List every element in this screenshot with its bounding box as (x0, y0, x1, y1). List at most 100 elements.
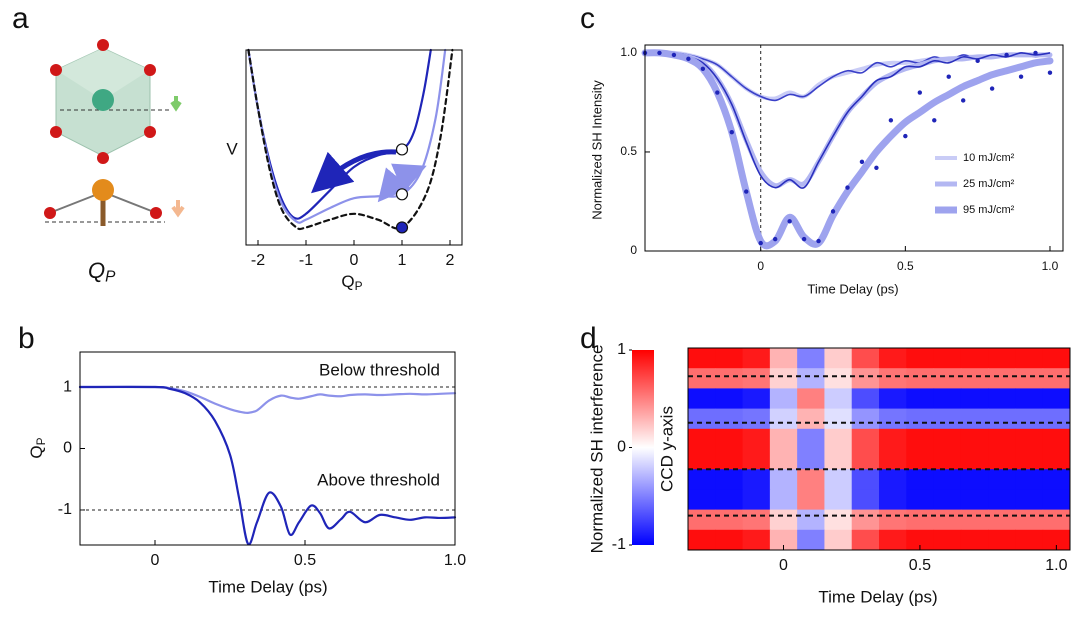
heatmap-cell (1015, 449, 1044, 470)
heatmap-cell (769, 388, 798, 410)
arrow (377, 163, 427, 203)
heatmap-cell (879, 509, 907, 531)
heatmap-cell (988, 489, 1016, 511)
heatmap-cell (988, 529, 1016, 551)
line-series (247, 48, 447, 224)
x-axis-label: Time Delay (ps) (807, 281, 898, 296)
heatmap-cell (851, 408, 880, 430)
heatmap-cell (1015, 509, 1044, 531)
heatmap-cell (824, 368, 853, 389)
heatmap-cell (769, 428, 798, 450)
heatmap-cell (769, 469, 798, 490)
panel-letter: d (580, 322, 597, 355)
y-axis-label-sub: P (34, 437, 48, 445)
heatmap-cell (906, 469, 935, 490)
heatmap-cell (933, 449, 962, 470)
heatmap-cell (688, 408, 716, 430)
heatmap-cell (879, 428, 907, 450)
heatmap-cell (1015, 469, 1044, 490)
data-point (845, 185, 850, 190)
heatmap-cell (960, 469, 989, 490)
heatmap-cell (933, 408, 962, 430)
heatmap-cell (906, 428, 935, 450)
y-tick-label: 0 (630, 243, 637, 257)
heatmap-cell (906, 368, 935, 389)
measured-line (644, 51, 1051, 189)
heatmap-cell (797, 348, 825, 369)
x-tick-label: 0.5 (294, 552, 316, 569)
colorbar-tick-label: -1 (612, 536, 626, 553)
data-point (729, 129, 734, 135)
heatmap-cell (988, 428, 1016, 450)
heatmap-cell (933, 348, 962, 369)
heatmap-cell (1042, 368, 1071, 389)
data-point (874, 165, 879, 171)
x-axis-label-sub: P (355, 279, 363, 293)
data-point (772, 236, 778, 242)
heatmap-cell (988, 509, 1016, 531)
line-series (641, 49, 1054, 250)
heatmap-cell (1042, 388, 1071, 410)
heatmap-cell (742, 509, 771, 531)
data-point (671, 52, 677, 58)
data-point (830, 209, 836, 214)
heatmap-cell (1042, 449, 1071, 470)
diagram-label-main: Q (88, 258, 105, 283)
displacement-arrow (171, 200, 185, 218)
heatmap-cell (933, 388, 962, 410)
data-point (801, 236, 807, 242)
data-point (700, 66, 706, 71)
plot-frame (644, 44, 1064, 252)
heatmap-cell (879, 489, 907, 511)
heatmap-cell (797, 529, 825, 551)
y-axis-label: V (226, 139, 238, 158)
heatmap-cell (715, 408, 744, 430)
heatmap-cell (933, 489, 962, 511)
displacement-arrow (170, 96, 182, 112)
heatmap-cell (688, 388, 716, 410)
heatmap-cell (960, 348, 989, 369)
x-axis-label-main: Q (341, 272, 354, 291)
heatmap-cell (879, 368, 907, 389)
heatmap-cell (688, 428, 716, 450)
panel-letter: a (12, 2, 29, 35)
heatmap-cell (906, 348, 935, 369)
heatmap-cell (688, 489, 716, 511)
heatmap-cell (879, 388, 907, 410)
heatmap-cell (688, 529, 716, 551)
x-tick-label: -2 (251, 252, 265, 269)
x-tick-label: 1.0 (1045, 557, 1067, 574)
y-axis-label-main: Q (27, 445, 46, 458)
heatmap-cell (879, 529, 907, 551)
heatmap-cell (824, 489, 853, 511)
data-point (715, 90, 720, 95)
heatmap-cell (1042, 469, 1071, 490)
heatmap-cell (851, 509, 880, 531)
heatmap-cell (715, 428, 744, 450)
data-point (787, 219, 792, 224)
legend-label: 10 mJ/cm² (963, 152, 1015, 164)
heatmap-cell (824, 529, 853, 551)
heatmap-cell (742, 489, 771, 511)
atom (97, 39, 109, 51)
arrow (310, 149, 397, 194)
heatmap-cell (742, 388, 771, 410)
data-point (816, 238, 821, 244)
data-point (946, 74, 951, 79)
heatmap-cell (769, 509, 798, 531)
heatmap-cell (797, 428, 825, 450)
heatmap-cell (769, 408, 798, 430)
heatmap-cell (824, 428, 853, 450)
data-point (888, 118, 894, 123)
heatmap-cell (715, 529, 744, 551)
atom (92, 179, 114, 201)
data-point (1033, 50, 1038, 56)
heatmap-cell (933, 368, 962, 389)
x-tick-label: 1.0 (1042, 259, 1059, 273)
marker (395, 221, 409, 234)
heatmap-cell (1042, 348, 1071, 369)
y-axis-label: Normalized SH Intensity (589, 80, 604, 220)
panel-letter: b (18, 322, 35, 355)
x-tick-label: 0.5 (897, 259, 914, 273)
